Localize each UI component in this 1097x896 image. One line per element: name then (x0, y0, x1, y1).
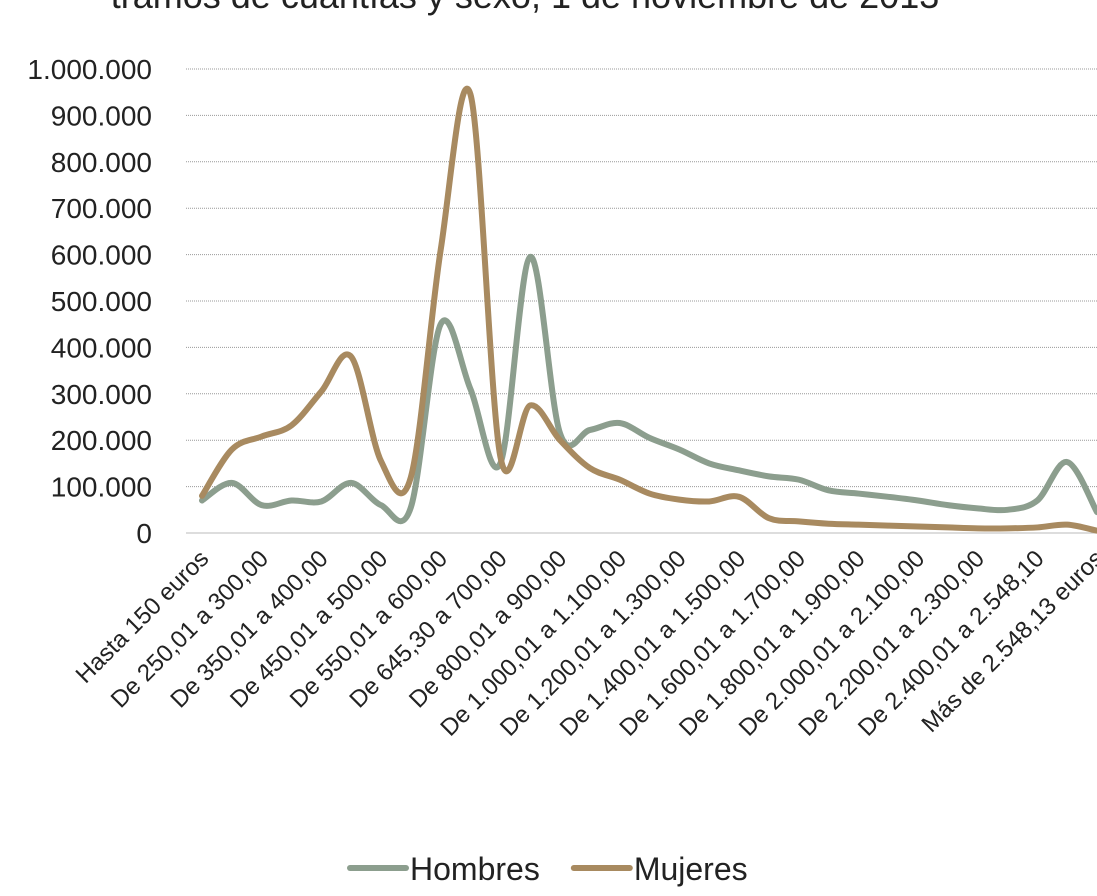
series-line (199, 85, 1097, 534)
series-line (199, 253, 1097, 525)
y-tick-label: 500.000 (51, 286, 152, 317)
y-tick-label: 300.000 (51, 379, 152, 410)
y-tick-label: 1.000.000 (27, 54, 152, 85)
y-tick-label: 900.000 (51, 100, 152, 131)
y-tick-label: 200.000 (51, 425, 152, 456)
y-tick-label: 800.000 (51, 147, 152, 178)
chart-title: tramos de cuantías y sexo, 1 de noviembr… (111, 0, 940, 16)
legend-label: Hombres (410, 851, 540, 887)
y-tick-label: 400.000 (51, 332, 152, 363)
y-tick-label: 700.000 (51, 193, 152, 224)
y-tick-label: 600.000 (51, 240, 152, 271)
y-tick-label: 0 (136, 518, 152, 549)
legend-label: Mujeres (634, 851, 748, 887)
y-tick-label: 100.000 (51, 472, 152, 503)
